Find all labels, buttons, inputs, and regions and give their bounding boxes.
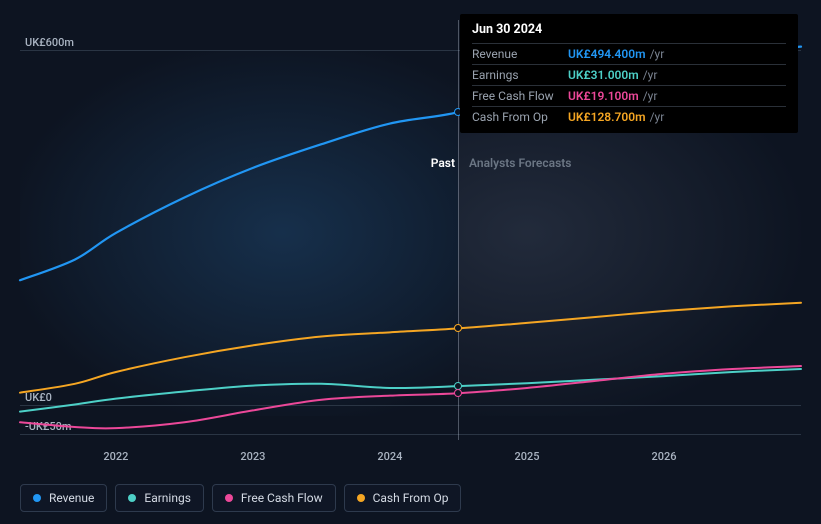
legend-item-cfo[interactable]: Cash From Op <box>344 484 462 512</box>
legend-swatch <box>225 494 233 502</box>
tooltip-row-unit: /yr <box>643 68 658 82</box>
series-line-cfo <box>20 303 801 393</box>
tooltip-row-value: UK£19.100m <box>568 89 639 103</box>
tooltip-row-label: Earnings <box>472 68 568 82</box>
marker-cfo <box>454 324 462 332</box>
x-tick-label: 2024 <box>377 450 402 463</box>
tooltip-row-value: UK£128.700m <box>568 110 646 124</box>
tooltip-row: EarningsUK£31.000m/yr <box>472 64 786 85</box>
x-tick-label: 2026 <box>651 450 676 463</box>
x-tick-label: 2023 <box>240 450 265 463</box>
legend-label: Cash From Op <box>373 491 449 505</box>
series-line-earnings <box>20 369 801 412</box>
tooltip-row-value: UK£31.000m <box>568 68 639 82</box>
tooltip-row-label: Free Cash Flow <box>472 89 568 103</box>
legend-item-earnings[interactable]: Earnings <box>115 484 204 512</box>
tooltip-row-unit: /yr <box>643 89 658 103</box>
tooltip-row-unit: /yr <box>650 47 665 61</box>
tooltip-row: Free Cash FlowUK£19.100m/yr <box>472 85 786 106</box>
legend-item-revenue[interactable]: Revenue <box>20 484 107 512</box>
tooltip-row-unit: /yr <box>650 110 665 124</box>
legend-swatch <box>128 494 136 502</box>
tooltip-row-value: UK£494.400m <box>568 47 646 61</box>
x-tick-label: 2022 <box>103 450 128 463</box>
legend-item-fcf[interactable]: Free Cash Flow <box>212 484 336 512</box>
legend-swatch <box>33 494 41 502</box>
tooltip-row: Cash From OpUK£128.700m/yr <box>472 106 786 127</box>
legend: Revenue Earnings Free Cash Flow Cash From O… <box>20 484 461 512</box>
tooltip-title: Jun 30 2024 <box>472 22 786 37</box>
legend-label: Earnings <box>144 491 191 505</box>
tooltip-row: RevenueUK£494.400m/yr <box>472 43 786 64</box>
legend-swatch <box>357 494 365 502</box>
x-tick-label: 2025 <box>514 450 539 463</box>
tooltip: Jun 30 2024 RevenueUK£494.400m/yrEarning… <box>460 14 798 133</box>
legend-label: Revenue <box>49 491 94 505</box>
marker-fcf <box>454 389 462 397</box>
tooltip-row-label: Cash From Op <box>472 110 568 124</box>
tooltip-row-label: Revenue <box>472 47 568 61</box>
legend-label: Free Cash Flow <box>241 491 323 505</box>
